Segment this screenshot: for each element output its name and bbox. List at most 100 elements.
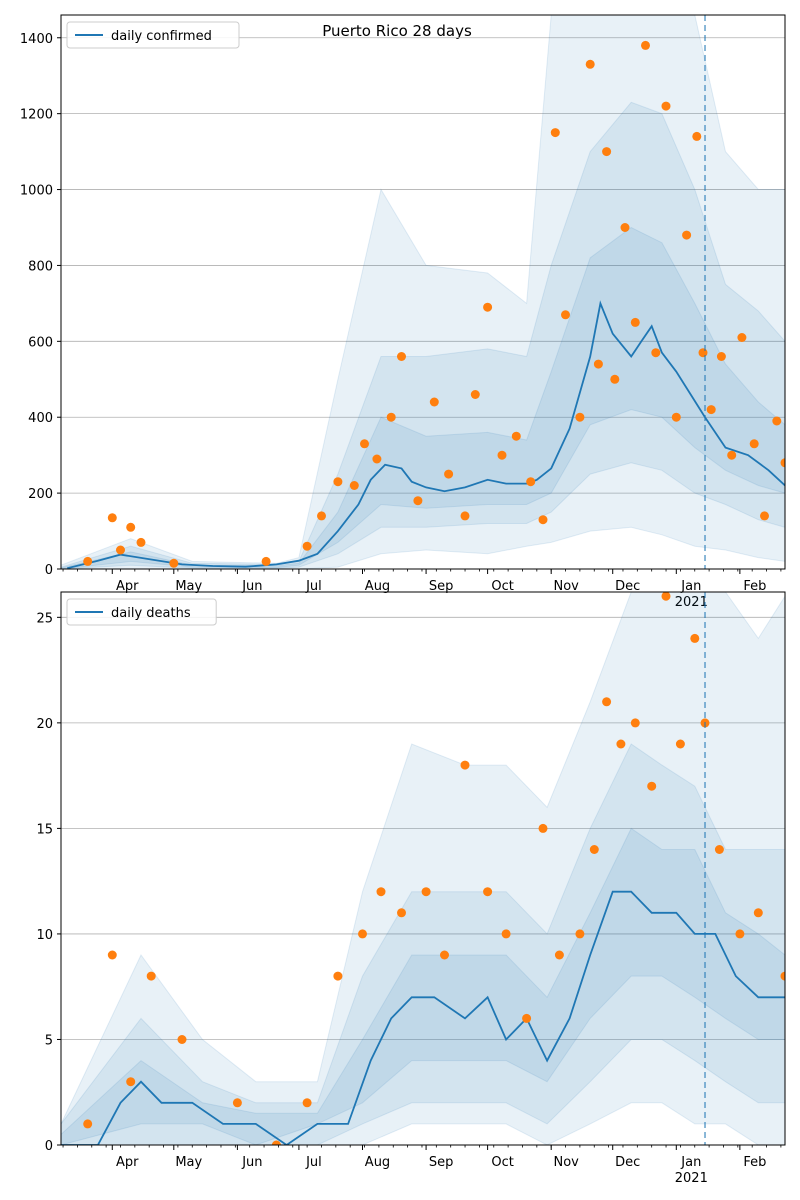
data-point <box>698 348 708 358</box>
legend-box <box>66 598 217 626</box>
series-line <box>61 890 785 1145</box>
data-point <box>271 1140 281 1145</box>
x-tick-label: Jun <box>241 1155 262 1170</box>
chart-title: Puerto Rico 28 days <box>322 22 472 40</box>
legend: daily deaths <box>66 598 217 626</box>
data-point <box>692 131 702 141</box>
data-point <box>501 929 511 939</box>
y-tick-label: 800 <box>28 259 53 274</box>
data-point <box>483 302 493 312</box>
chart-panel-2: 0 5 10 15 20 25 Apr May Jun Jul Aug Sep Oct Nov Dec Jan… <box>36 591 786 1186</box>
axes-frame <box>60 14 786 570</box>
data-point <box>440 950 449 960</box>
data-point <box>737 333 747 342</box>
data-point <box>714 845 724 854</box>
data-point <box>575 929 585 939</box>
data-point <box>780 971 785 981</box>
y-tick-label: 1400 <box>20 32 53 47</box>
data-point <box>358 929 367 939</box>
data-point <box>126 522 136 532</box>
data-point <box>522 1013 532 1023</box>
data-point <box>372 454 382 464</box>
y-tick-label: 400 <box>28 411 53 426</box>
x-tick-label: Nov <box>553 579 579 594</box>
data-point <box>83 1119 93 1129</box>
legend-label: daily confirmed <box>111 29 212 44</box>
data-point <box>232 1098 242 1108</box>
data-point <box>651 348 661 358</box>
x-tick-label: Aug <box>365 1155 390 1170</box>
data-point <box>177 1035 187 1044</box>
data-point <box>302 1098 312 1108</box>
data-point <box>589 845 599 854</box>
x-tick-label: Jul <box>305 1155 322 1170</box>
data-point <box>760 511 769 521</box>
data-point <box>661 592 671 601</box>
x-tick-label: Dec <box>615 579 640 594</box>
uncertainty-band-2 <box>61 101 785 569</box>
data-point <box>146 971 156 981</box>
data-point <box>376 887 386 897</box>
data-point <box>107 513 117 523</box>
data-point <box>116 545 125 555</box>
x-tick-label: Apr <box>116 579 139 594</box>
data-point <box>585 59 595 69</box>
data-point <box>602 697 612 707</box>
data-point <box>470 390 480 399</box>
legend-box <box>66 21 240 49</box>
data-point <box>575 412 585 422</box>
data-point <box>386 412 396 422</box>
data-point <box>397 352 406 361</box>
data-point <box>647 781 657 791</box>
x-tick-label: Jun <box>241 579 262 594</box>
y-tick-label: 10 <box>36 928 53 943</box>
y-tick-label: 0 <box>45 1139 53 1154</box>
data-point <box>716 352 726 361</box>
data-point <box>620 223 630 232</box>
x-tick-label: Feb <box>743 579 766 594</box>
data-point <box>421 887 431 897</box>
data-point <box>511 431 521 441</box>
x-tick-label: Aug <box>365 579 390 594</box>
data-point <box>526 477 536 487</box>
y-tick-label: 1000 <box>20 184 53 199</box>
data-point <box>497 450 507 460</box>
y-tick-label: 25 <box>36 611 53 626</box>
data-point <box>610 374 620 384</box>
data-point <box>561 310 570 320</box>
data-point <box>602 147 612 157</box>
data-point <box>333 971 343 981</box>
data-point <box>780 458 785 468</box>
band-group <box>61 592 785 1145</box>
chart-panel-1: 0 200 400 600 800 1000 1200 1400 Apr May Jun Jul Aug… <box>20 14 786 610</box>
data-point <box>261 556 271 566</box>
data-point <box>360 439 369 449</box>
data-point <box>706 405 716 415</box>
data-point <box>302 541 312 551</box>
data-point <box>593 359 603 369</box>
legend: daily confirmed <box>66 21 240 49</box>
data-point <box>413 496 423 506</box>
x-tick-label: 2021 <box>675 1171 708 1186</box>
x-tick-label: Jan <box>680 1155 701 1170</box>
data-point <box>538 515 548 525</box>
data-point <box>682 230 692 240</box>
data-point <box>616 739 626 749</box>
data-point <box>483 887 493 897</box>
data-point <box>444 469 454 479</box>
y-tick-label: 15 <box>36 822 53 837</box>
observed-points <box>83 592 785 1145</box>
data-point <box>554 950 564 960</box>
x-tick-label: Dec <box>615 1155 640 1170</box>
data-point <box>169 558 179 568</box>
x-tick-label: Sep <box>429 579 454 594</box>
data-point <box>675 739 685 749</box>
data-point <box>429 397 439 407</box>
data-point <box>136 537 146 547</box>
x-tick-label: May <box>175 1155 202 1170</box>
data-point <box>317 511 326 521</box>
data-point <box>349 481 359 490</box>
data-point <box>397 908 406 918</box>
y-tick-label: 600 <box>28 335 53 350</box>
